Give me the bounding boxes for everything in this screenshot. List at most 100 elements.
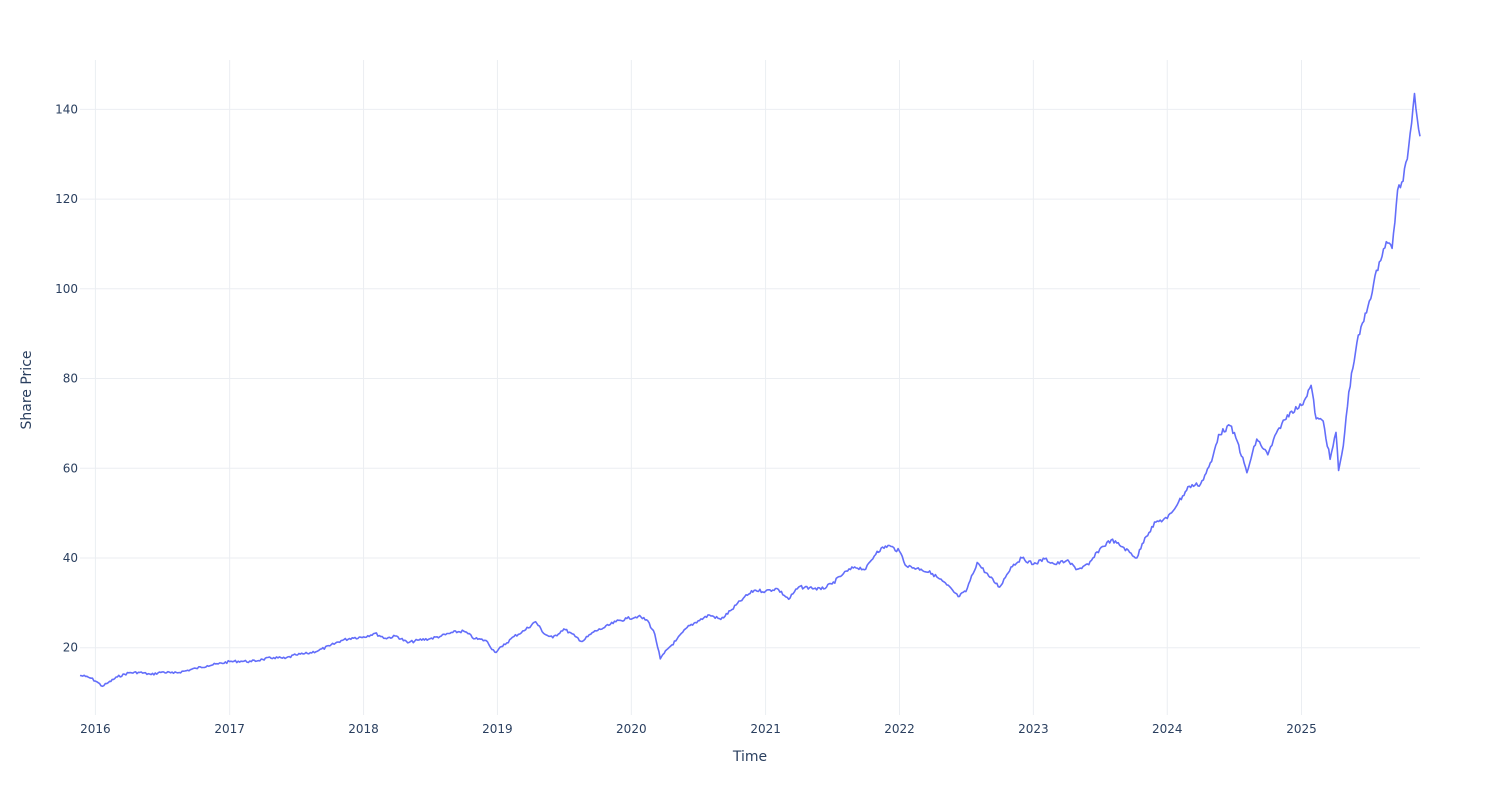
data-point (207, 665, 208, 666)
y-gridlines (80, 108, 1420, 649)
data-point (1200, 483, 1201, 484)
data-point (582, 641, 583, 642)
data-point (1189, 486, 1190, 487)
data-point (731, 609, 732, 610)
data-point (1338, 470, 1339, 471)
data-point (1311, 385, 1312, 386)
data-point (475, 638, 476, 639)
data-point (776, 588, 777, 589)
x-tick-label: 2023 (1018, 722, 1049, 736)
data-point (452, 632, 453, 633)
data-point (108, 682, 109, 683)
data-point (151, 674, 152, 675)
data-point (1392, 248, 1393, 249)
y-tick-label: 80 (63, 372, 78, 386)
data-point (128, 672, 129, 673)
data-point (79, 675, 80, 676)
data-point (1167, 518, 1168, 519)
x-gridlines (94, 60, 1303, 715)
data-point (1044, 558, 1045, 559)
data-point (229, 661, 230, 662)
data-point (1088, 564, 1089, 565)
data-point (162, 671, 163, 672)
data-point (1010, 566, 1011, 567)
data-point (865, 569, 866, 570)
data-point (1335, 432, 1336, 433)
data-point (195, 668, 196, 669)
data-point (1323, 421, 1324, 422)
data-point (494, 652, 495, 653)
data-point (1414, 93, 1415, 94)
data-point (374, 633, 375, 634)
data-point (1279, 427, 1280, 428)
data-point (638, 616, 639, 617)
data-point (988, 575, 989, 576)
data-point (798, 587, 799, 588)
data-point (341, 640, 342, 641)
data-point (1403, 181, 1404, 182)
x-tick-label: 2017 (214, 722, 245, 736)
data-point (1021, 557, 1022, 558)
data-point (385, 638, 386, 639)
data-point (1054, 564, 1055, 565)
x-tick-label: 2018 (348, 722, 379, 736)
price-line (79, 92, 1421, 688)
data-point (667, 648, 668, 649)
data-point (1229, 425, 1230, 426)
data-point (262, 659, 263, 660)
data-point (946, 584, 947, 585)
data-point (932, 573, 933, 574)
data-point (240, 661, 241, 662)
data-point (307, 653, 308, 654)
y-tick-label: 40 (63, 551, 78, 565)
data-point (1256, 439, 1257, 440)
data-point (1077, 569, 1078, 570)
data-point (563, 628, 564, 629)
data-point (654, 634, 655, 635)
x-tick-label: 2024 (1152, 722, 1183, 736)
data-point (96, 681, 97, 682)
data-point (687, 627, 688, 628)
data-point (958, 596, 959, 597)
data-point (251, 661, 252, 662)
data-point (921, 569, 922, 570)
data-point (754, 590, 755, 591)
data-point (1144, 537, 1145, 538)
data-point (1419, 136, 1420, 137)
data-point (1111, 539, 1112, 540)
data-point (1033, 564, 1034, 565)
y-tick-label: 60 (63, 461, 78, 475)
data-point (831, 583, 832, 584)
data-point (1237, 441, 1238, 442)
data-point (604, 627, 605, 628)
data-point (544, 634, 545, 635)
data-point (1290, 412, 1291, 413)
data-point (486, 640, 487, 641)
data-point (1316, 418, 1317, 419)
data-point (647, 620, 648, 621)
data-point (1099, 548, 1100, 549)
data-point (535, 621, 536, 622)
data-point (1066, 560, 1067, 561)
x-tick-label: 2025 (1286, 722, 1317, 736)
data-point (102, 686, 103, 687)
data-point (363, 636, 364, 637)
data-point (709, 614, 710, 615)
data-point (1379, 261, 1380, 262)
data-point (1122, 546, 1123, 547)
data-point (285, 658, 286, 659)
data-point (173, 673, 174, 674)
y-tick-label: 120 (55, 192, 78, 206)
data-point (502, 646, 503, 647)
data-point (720, 619, 721, 620)
data-point (463, 631, 464, 632)
data-point (1386, 241, 1387, 242)
data-point (1301, 405, 1302, 406)
data-point (906, 566, 907, 567)
data-point (977, 562, 978, 563)
data-point (1136, 557, 1137, 558)
data-point (1155, 522, 1156, 523)
data-point (854, 566, 855, 567)
